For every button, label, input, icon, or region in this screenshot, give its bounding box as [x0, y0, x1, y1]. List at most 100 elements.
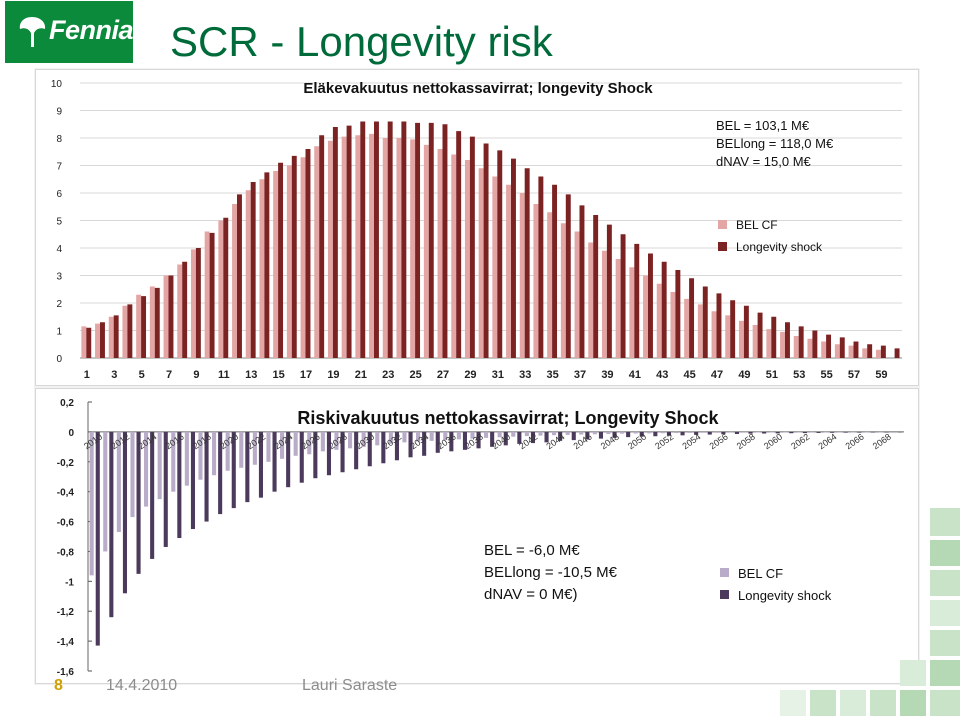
legend-label: BEL CF: [736, 218, 778, 232]
x-tick-label: 23: [382, 369, 394, 381]
page-title: SCR - Longevity risk: [170, 18, 553, 65]
bar-longevity-shock: [898, 431, 903, 433]
bar-bel-cf: [588, 242, 594, 358]
bar-longevity-shock: [648, 253, 653, 358]
decor-square: [930, 600, 960, 626]
bar-bel-cf: [606, 431, 611, 434]
logo-text: Fennia: [49, 15, 134, 45]
bar-longevity-shock: [245, 431, 250, 503]
x-tick-label: 25: [410, 369, 422, 381]
bar-longevity-shock: [598, 431, 603, 439]
footer-author: Lauri Saraste: [302, 677, 398, 694]
x-tick-label: 2068: [871, 432, 893, 452]
decor-square: [930, 540, 960, 566]
bar-bel-cf: [369, 133, 375, 358]
bar-longevity-shock: [462, 431, 467, 450]
bar-longevity-shock: [634, 243, 640, 358]
x-tick-label: 47: [711, 369, 723, 381]
bar-bel-cf: [429, 431, 434, 441]
x-tick-label: 55: [821, 369, 833, 381]
bar-bel-cf: [715, 431, 720, 433]
bar-bel-cf: [190, 249, 196, 358]
bar-bel-cf: [497, 431, 502, 438]
bar-longevity-shock: [223, 217, 229, 358]
x-tick-label: 7: [166, 369, 172, 381]
fennia-logo: Fennia: [5, 1, 134, 63]
x-tick-label: 1: [84, 369, 90, 381]
y-tick-label: -1,2: [57, 607, 75, 618]
bar-bel-cf: [506, 184, 512, 358]
decor-square: [930, 508, 960, 536]
annotation-line: dNAV = 15,0 M€: [716, 154, 812, 169]
bar-longevity-shock: [354, 431, 359, 470]
x-tick-label: 43: [656, 369, 668, 381]
bar-longevity-shock: [675, 270, 681, 358]
bar-longevity-shock: [442, 124, 448, 358]
x-tick-label: 2066: [844, 432, 866, 452]
bar-longevity-shock: [141, 296, 147, 358]
bar-longevity-shock: [565, 194, 571, 358]
x-tick-label: 51: [766, 369, 778, 381]
bar-bel-cf: [198, 431, 203, 480]
bar-longevity-shock: [530, 431, 535, 444]
bar-bel-cf: [163, 275, 169, 358]
y-tick-label: 0: [56, 354, 62, 365]
bar-longevity-shock: [483, 143, 489, 358]
y-tick-label: 0: [68, 428, 74, 439]
x-tick-label: 27: [437, 369, 449, 381]
bar-bel-cf: [300, 157, 306, 358]
bar-bel-cf: [225, 431, 230, 471]
bar-bel-cf: [239, 431, 244, 468]
bar-longevity-shock: [237, 194, 242, 358]
decor-square: [900, 690, 926, 716]
bar-bel-cf: [293, 431, 298, 456]
bar-bel-cf: [245, 190, 251, 358]
x-tick-label: 39: [601, 369, 613, 381]
bar-bel-cf: [484, 431, 489, 438]
bar-longevity-shock: [209, 232, 215, 358]
bar-bel-cf: [423, 144, 429, 358]
bar-longevity-shock: [374, 121, 379, 358]
bar-longevity-shock: [789, 431, 794, 434]
bar-longevity-shock: [422, 431, 427, 456]
bar-longevity-shock: [620, 234, 626, 358]
bar-longevity-shock: [113, 315, 119, 358]
bar-longevity-shock: [218, 431, 223, 515]
bar-longevity-shock: [231, 431, 236, 509]
bar-bel-cf: [307, 431, 312, 455]
bar-bel-cf: [862, 348, 868, 358]
x-tick-label: 45: [684, 369, 696, 381]
legend-label: Longevity shock: [738, 588, 832, 603]
footer-date: 14.4.2010: [106, 677, 178, 694]
bar-longevity-shock: [503, 431, 508, 446]
bar-longevity-shock: [802, 431, 807, 434]
bar-bel-cf: [875, 349, 881, 358]
bar-longevity-shock: [689, 278, 695, 358]
bar-longevity-shock: [524, 168, 530, 358]
bar-longevity-shock: [853, 341, 859, 358]
bar-longevity-shock: [163, 431, 168, 547]
bar-bel-cf: [810, 431, 815, 433]
bar-bel-cf: [560, 223, 566, 358]
x-tick-label: 13: [245, 369, 257, 381]
x-tick-label: 35: [547, 369, 559, 381]
bar-bel-cf: [95, 323, 101, 358]
bar-bel-cf: [725, 315, 731, 358]
bar-longevity-shock: [775, 431, 780, 434]
bar-bel-cf: [443, 431, 448, 441]
decor-square: [930, 660, 960, 686]
bar-bel-cf: [592, 431, 597, 435]
bar-longevity-shock: [639, 431, 644, 437]
x-tick-label: 21: [355, 369, 367, 381]
risk-cashflow-chart: 0,2 0 -0,2 -0,4 -0,6 -0,8 -1 -1,2 -1,4 -1,6 2010 20…: [35, 388, 919, 684]
bar-longevity-shock: [857, 431, 862, 433]
bar-bel-cf: [259, 179, 265, 358]
y-tick-label: 8: [56, 134, 62, 145]
bar-longevity-shock: [381, 431, 386, 464]
bar-longevity-shock: [785, 322, 790, 358]
bar-bel-cf: [252, 431, 257, 465]
x-tick-label: 9: [193, 369, 199, 381]
bar-longevity-shock: [870, 431, 875, 433]
bar-bel-cf: [824, 431, 829, 433]
